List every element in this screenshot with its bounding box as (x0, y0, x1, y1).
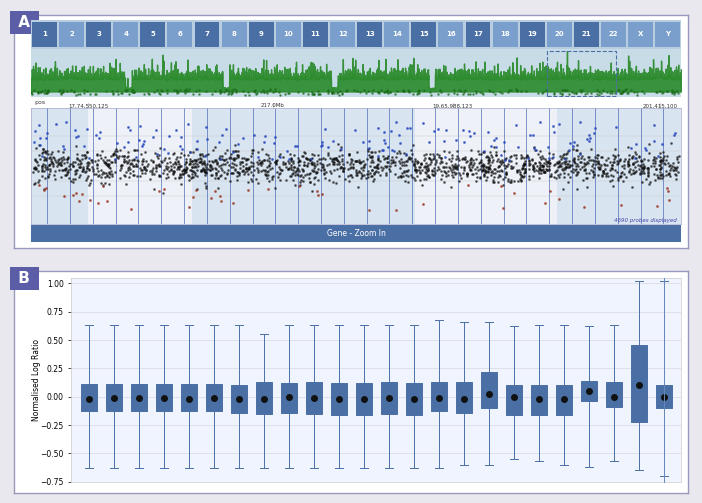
Text: B: B (13, 271, 36, 286)
Text: A: A (13, 15, 36, 30)
